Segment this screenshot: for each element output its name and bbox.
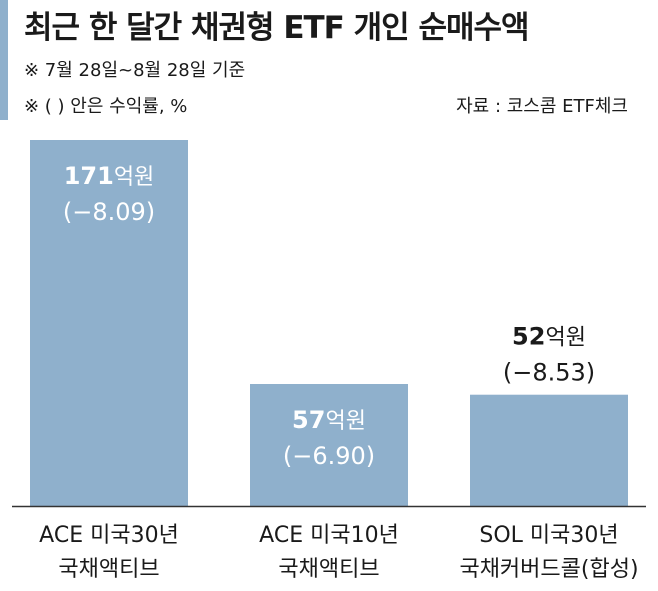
source-note: 자료 : 코스콤 ETF체크 [456,96,628,117]
category-label-3-1: SOL 미국30년 [479,523,618,548]
return-label-3: (−8.53) [503,359,595,387]
bar-2 [250,384,408,506]
category-label-1-2: 국채액티브 [58,557,159,582]
category-label-1-1: ACE 미국30년 [39,523,179,548]
value-label-3: 52억원 [512,323,586,351]
value-label-1: 171억원 [64,162,155,190]
bar-1 [30,140,188,506]
return-label-2: (−6.90) [283,442,375,470]
value-label-2: 57억원 [292,406,366,434]
category-label-2-1: ACE 미국10년 [259,523,399,548]
return-note: ※ ( ) 안은 수익률, % [24,96,188,117]
category-label-3-2: 국채커버드콜(합성) [459,557,638,582]
return-label-1: (−8.09) [63,198,155,226]
chart-title: 최근 한 달간 채권형 ETF 개인 순매수액 [24,10,530,46]
bar-3 [470,394,628,506]
date-range-note: ※ 7월 28일~8월 28일 기준 [24,60,246,81]
category-label-2-2: 국채액티브 [278,557,379,582]
accent-bar [0,0,8,120]
